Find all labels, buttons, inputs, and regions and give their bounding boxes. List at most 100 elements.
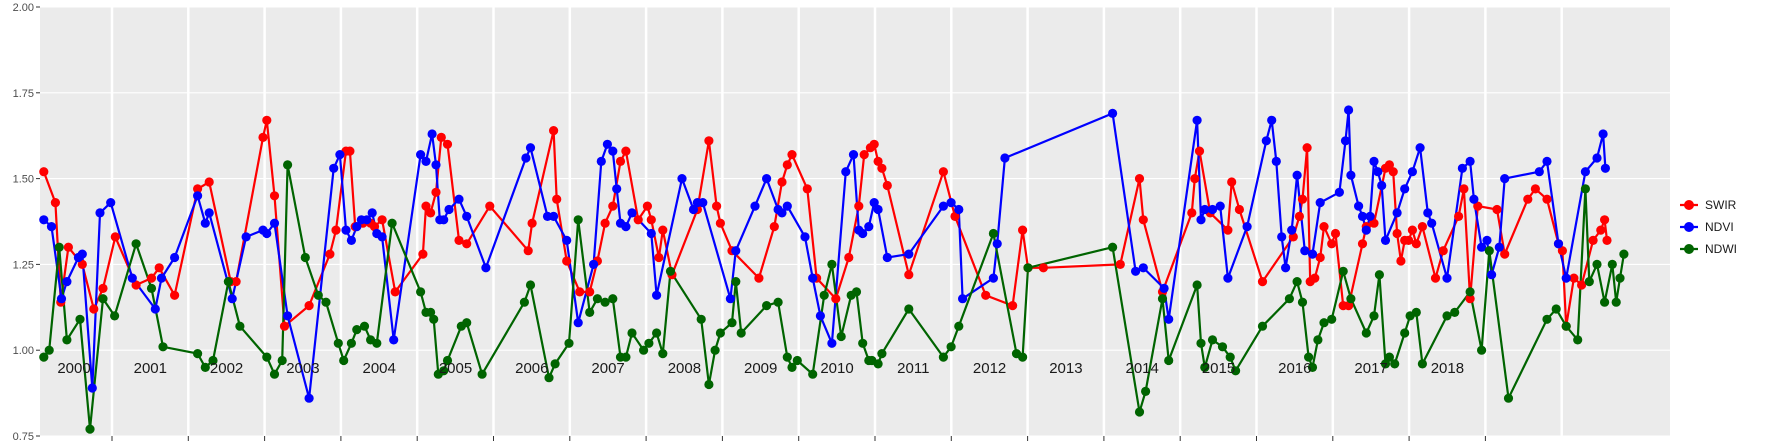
point-ndwi-101 xyxy=(1231,366,1241,376)
point-swir-141 xyxy=(1596,225,1606,235)
point-ndwi-30 xyxy=(387,218,397,228)
point-ndvi-105 xyxy=(1271,156,1281,166)
year-labels: 2000 2001 2002 2003 2004 2005 2006 2007 2008 2009… xyxy=(57,360,1486,441)
point-ndvi-40 xyxy=(444,204,454,215)
point-ndwi-68 xyxy=(782,352,792,362)
point-swir-105 xyxy=(1315,252,1325,263)
point-ndvi-128 xyxy=(1415,143,1425,153)
point-ndwi-89 xyxy=(1023,263,1033,273)
point-swir-28 xyxy=(369,222,380,232)
point-ndwi-99 xyxy=(1217,342,1228,352)
point-ndvi-1 xyxy=(46,222,57,232)
point-ndvi-42 xyxy=(462,211,472,221)
point-ndwi-132 xyxy=(1573,335,1583,345)
point-swir-130 xyxy=(1492,204,1502,215)
point-swir-88 xyxy=(1134,174,1145,184)
point-swir-4 xyxy=(77,259,87,269)
point-swir-40 xyxy=(523,246,533,256)
point-ndvi-125 xyxy=(1392,208,1402,218)
point-ndvi-23 xyxy=(329,163,339,173)
point-swir-16 xyxy=(258,132,268,142)
point-swir-36 xyxy=(442,139,453,149)
point-ndwi-42 xyxy=(525,280,536,290)
point-swir-133 xyxy=(1530,184,1540,194)
point-ndwi-134 xyxy=(1584,277,1594,287)
point-ndwi-41 xyxy=(519,297,530,307)
point-ndvi-52 xyxy=(602,139,613,149)
legend: SWIR NDVI NDWI xyxy=(1680,198,1737,256)
point-ndvi-107 xyxy=(1281,263,1291,273)
point-ndvi-100 xyxy=(1215,201,1225,211)
point-ndwi-108 xyxy=(1313,335,1323,345)
point-swir-80 xyxy=(938,167,949,177)
point-ndwi-1 xyxy=(44,345,54,355)
point-ndvi-142 xyxy=(1553,239,1564,249)
y-tick-label-1: 1.00 xyxy=(13,345,34,357)
point-swir-5 xyxy=(89,304,99,314)
point-ndvi-43 xyxy=(481,263,491,273)
point-swir-97 xyxy=(1234,204,1244,215)
legend-label-ndvi: NDVI xyxy=(1705,220,1734,234)
point-ndwi-139 xyxy=(1615,273,1625,283)
point-ndvi-72 xyxy=(808,273,818,283)
point-swir-3 xyxy=(63,242,73,252)
point-ndwi-109 xyxy=(1319,318,1329,328)
point-swir-86 xyxy=(1038,263,1048,273)
year-label-2007: 2007 xyxy=(591,360,624,377)
point-swir-19 xyxy=(279,321,290,331)
point-ndvi-7 xyxy=(95,208,105,218)
point-ndwi-82 xyxy=(904,304,914,314)
point-swir-117 xyxy=(1392,228,1402,239)
point-ndwi-95 xyxy=(1192,280,1202,290)
year-label-2011: 2011 xyxy=(897,360,929,377)
point-swir-42 xyxy=(549,126,559,136)
point-ndvi-44 xyxy=(521,153,531,163)
point-ndvi-30 xyxy=(367,208,377,218)
point-ndvi-94 xyxy=(1159,283,1169,293)
point-ndvi-67 xyxy=(762,174,772,184)
legend-key-point-ndwi xyxy=(1684,244,1694,254)
point-swir-140 xyxy=(1588,235,1598,245)
point-ndwi-70 xyxy=(792,355,802,366)
point-ndwi-10 xyxy=(158,342,168,352)
point-swir-17 xyxy=(262,115,272,125)
point-swir-128 xyxy=(1465,294,1475,304)
point-ndvi-66 xyxy=(750,201,760,211)
point-ndwi-62 xyxy=(715,328,726,338)
year-label-2010: 2010 xyxy=(820,360,853,377)
point-ndvi-3 xyxy=(62,277,72,287)
point-ndvi-98 xyxy=(1200,204,1210,215)
point-ndwi-122 xyxy=(1417,359,1427,369)
point-swir-82 xyxy=(981,290,991,300)
point-swir-73 xyxy=(859,150,869,160)
point-ndwi-106 xyxy=(1304,352,1314,362)
point-ndvi-59 xyxy=(652,290,662,300)
y-tick-label-4: 1.75 xyxy=(13,88,34,100)
point-ndvi-78 xyxy=(858,228,868,239)
point-ndvi-88 xyxy=(988,273,999,283)
point-ndvi-126 xyxy=(1400,184,1410,194)
point-ndvi-57 xyxy=(627,208,637,218)
point-ndwi-77 xyxy=(858,338,868,348)
point-ndvi-102 xyxy=(1242,222,1252,232)
point-ndwi-44 xyxy=(550,359,560,369)
point-ndvi-69 xyxy=(777,208,787,218)
point-ndwi-90 xyxy=(1108,242,1118,252)
point-ndvi-36 xyxy=(427,129,437,139)
point-ndwi-76 xyxy=(851,287,862,297)
point-ndwi-14 xyxy=(223,277,233,287)
point-ndvi-106 xyxy=(1277,232,1287,242)
point-swir-15 xyxy=(231,277,241,287)
point-swir-123 xyxy=(1417,222,1427,232)
point-ndvi-97 xyxy=(1196,215,1206,225)
point-swir-143 xyxy=(1602,235,1612,245)
point-ndvi-87 xyxy=(958,294,968,304)
point-ndvi-84 xyxy=(938,201,949,211)
year-label-2017: 2017 xyxy=(1354,360,1387,377)
point-ndvi-123 xyxy=(1377,180,1387,191)
point-swir-67 xyxy=(787,150,797,160)
point-ndwi-59 xyxy=(696,314,706,324)
point-ndwi-127 xyxy=(1484,246,1494,256)
point-ndvi-86 xyxy=(954,204,964,215)
point-ndwi-8 xyxy=(131,239,141,249)
